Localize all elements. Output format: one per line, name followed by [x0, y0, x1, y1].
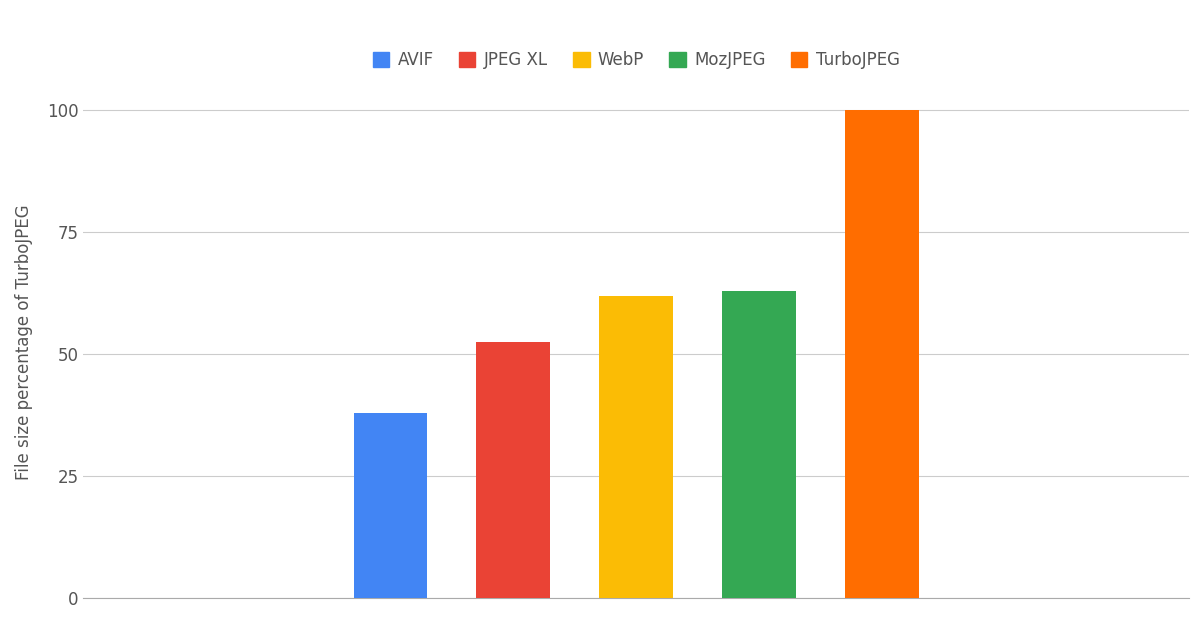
Bar: [722, 291, 796, 598]
Legend: AVIF, JPEG XL, WebP, MozJPEG, TurboJPEG: AVIF, JPEG XL, WebP, MozJPEG, TurboJPEG: [365, 43, 908, 78]
Bar: [600, 296, 673, 598]
Bar: [477, 342, 550, 598]
Y-axis label: File size percentage of TurboJPEG: File size percentage of TurboJPEG: [14, 204, 33, 480]
Bar: [354, 412, 427, 598]
Bar: [845, 110, 919, 598]
